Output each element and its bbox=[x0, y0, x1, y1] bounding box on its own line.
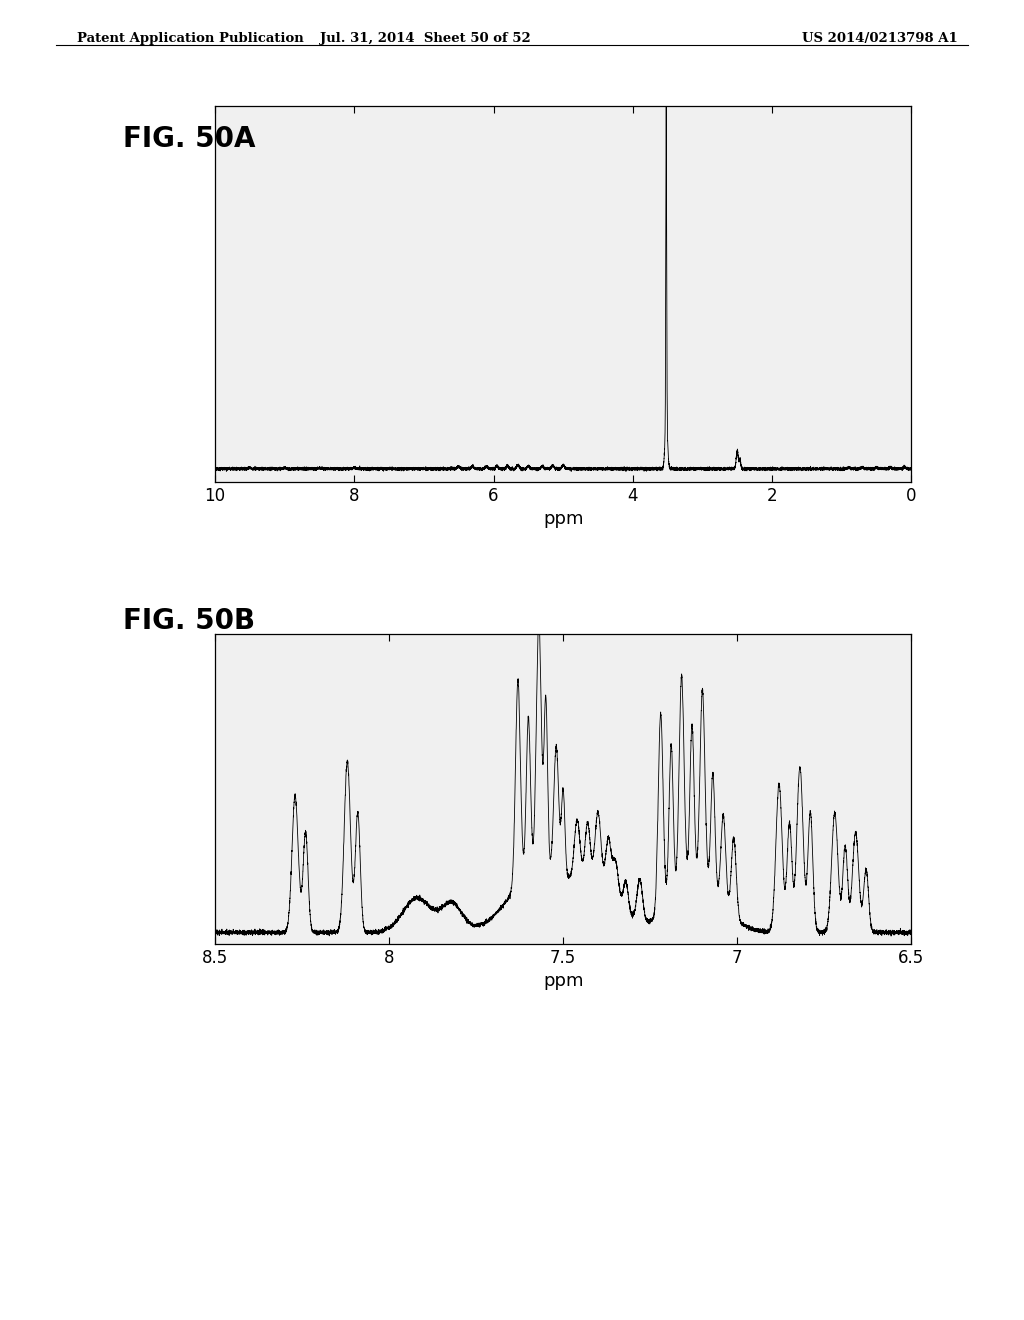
Text: FIG. 50B: FIG. 50B bbox=[123, 607, 255, 635]
Text: Jul. 31, 2014  Sheet 50 of 52: Jul. 31, 2014 Sheet 50 of 52 bbox=[319, 32, 530, 45]
X-axis label: ppm: ppm bbox=[543, 973, 584, 990]
Text: FIG. 50A: FIG. 50A bbox=[123, 125, 255, 153]
Text: Patent Application Publication: Patent Application Publication bbox=[77, 32, 303, 45]
X-axis label: ppm: ppm bbox=[543, 511, 584, 528]
Text: US 2014/0213798 A1: US 2014/0213798 A1 bbox=[802, 32, 957, 45]
